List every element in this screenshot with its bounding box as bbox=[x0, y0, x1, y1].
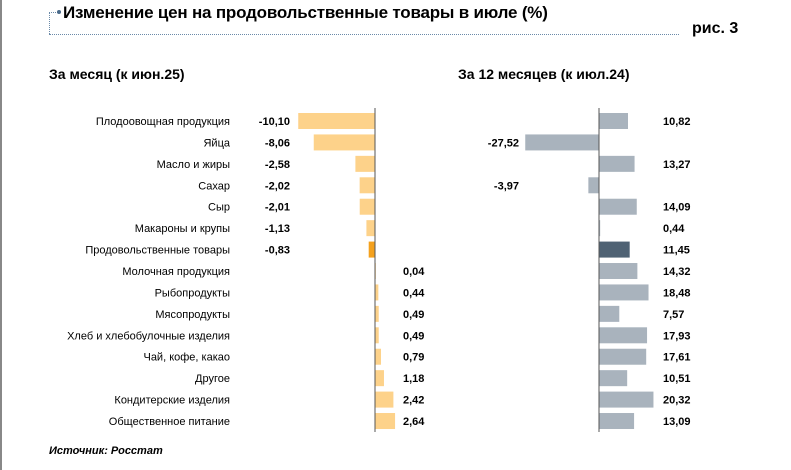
year-value-label: -3,97 bbox=[494, 180, 519, 192]
month-bar bbox=[375, 305, 379, 322]
year-value-label: 10,82 bbox=[663, 116, 691, 128]
month-bar bbox=[375, 391, 394, 408]
year-value-label: 17,61 bbox=[663, 352, 691, 364]
month-value-label: 0,49 bbox=[403, 309, 424, 321]
month-bar bbox=[375, 284, 379, 301]
year-value-label: -27,52 bbox=[488, 137, 519, 149]
category-label: Сахар bbox=[198, 180, 230, 192]
title-frame bbox=[49, 12, 58, 13]
title-frame bbox=[49, 12, 50, 34]
category-label: Молочная продукция bbox=[122, 266, 230, 278]
month-value-label: -8,06 bbox=[265, 137, 290, 149]
month-bar bbox=[355, 155, 375, 172]
year-bar bbox=[599, 241, 630, 258]
page-border bbox=[0, 0, 2, 470]
year-value-label: 11,45 bbox=[663, 245, 690, 257]
year-value-label: 14,32 bbox=[663, 266, 691, 278]
month-bar bbox=[368, 241, 375, 258]
year-value-label: 14,09 bbox=[663, 202, 691, 214]
year-bar bbox=[599, 413, 635, 430]
year-bar bbox=[588, 177, 599, 194]
category-label: Кондитерские изделия bbox=[114, 395, 230, 407]
month-value-label: -2,02 bbox=[265, 180, 290, 192]
year-bar bbox=[599, 284, 649, 301]
category-label: Чай, кофе, какао bbox=[143, 352, 230, 364]
year-value-label: 17,93 bbox=[663, 330, 691, 342]
month-value-label: 0,49 bbox=[403, 330, 424, 342]
category-label: Мясопродукты bbox=[155, 309, 230, 321]
year-bar bbox=[525, 134, 599, 151]
year-bar bbox=[599, 305, 620, 322]
month-bar bbox=[375, 327, 379, 344]
category-label: Общественное питание bbox=[109, 416, 230, 428]
year-value-label: 13,09 bbox=[663, 416, 691, 428]
month-value-label: -1,13 bbox=[265, 223, 290, 235]
month-chart-title: За месяц (к июн.25) bbox=[49, 66, 185, 82]
month-value-label: 0,79 bbox=[403, 352, 424, 364]
year-bar bbox=[599, 391, 654, 408]
category-label: Продовольственные товары bbox=[85, 245, 230, 257]
category-label: Макароны и крупы bbox=[135, 223, 230, 235]
year-value-label: 7,57 bbox=[663, 309, 684, 321]
month-bar bbox=[313, 134, 375, 151]
month-value-label: 0,44 bbox=[403, 287, 425, 299]
month-value-label: 1,18 bbox=[403, 373, 424, 385]
month-value-label: -2,01 bbox=[265, 202, 290, 214]
month-bar bbox=[375, 348, 382, 365]
year-bar bbox=[599, 263, 638, 280]
title-underline bbox=[49, 34, 679, 35]
month-value-label: 2,42 bbox=[403, 395, 424, 407]
year-bar bbox=[599, 198, 637, 215]
category-label: Плодоовощная продукция bbox=[96, 116, 230, 128]
year-bar bbox=[599, 155, 635, 172]
month-value-label: 0,04 bbox=[403, 266, 425, 278]
month-value-label: -2,58 bbox=[265, 159, 290, 171]
year-bar bbox=[599, 348, 647, 365]
source-note: Источник: Росстат bbox=[49, 445, 163, 457]
year-value-label: 13,27 bbox=[663, 159, 691, 171]
category-label: Сыр bbox=[208, 202, 230, 214]
category-label: Рыбопродукты bbox=[155, 287, 231, 299]
figure-label: рис. 3 bbox=[692, 20, 739, 37]
year-bar bbox=[599, 327, 648, 344]
year-value-label: 18,48 bbox=[663, 287, 691, 299]
year-value-label: 10,51 bbox=[663, 373, 691, 385]
month-bar bbox=[359, 198, 375, 215]
category-label: Хлеб и хлебобулочные изделия bbox=[67, 330, 230, 342]
month-bar bbox=[298, 113, 375, 129]
month-value-label: -10,10 bbox=[259, 116, 290, 128]
category-label: Другое bbox=[195, 373, 230, 385]
month-bar bbox=[359, 177, 375, 194]
title-dot bbox=[57, 10, 61, 14]
month-value-label: -0,83 bbox=[265, 245, 290, 257]
year-bar bbox=[599, 370, 628, 387]
month-bar bbox=[375, 370, 384, 387]
year-value-label: 0,44 bbox=[663, 223, 685, 235]
category-label: Яйца bbox=[203, 137, 230, 149]
month-value-label: 2,64 bbox=[403, 416, 425, 428]
chart-title: Изменение цен на продовольственные товар… bbox=[63, 3, 548, 22]
month-bar bbox=[375, 413, 396, 430]
year-bar bbox=[599, 113, 628, 129]
month-bar bbox=[366, 220, 375, 237]
year-value-label: 20,32 bbox=[663, 395, 691, 407]
category-label: Масло и жиры bbox=[157, 159, 230, 171]
year-bar bbox=[599, 220, 601, 237]
year-chart-title: За 12 месяцев (к июл.24) bbox=[458, 66, 630, 82]
